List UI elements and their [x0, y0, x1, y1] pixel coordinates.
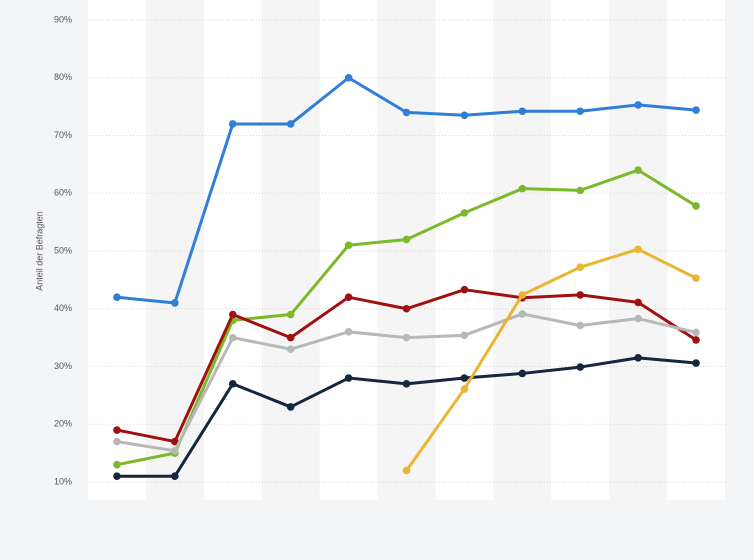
data-point: [113, 426, 121, 434]
column-band: [145, 0, 204, 500]
column-band: [377, 0, 436, 500]
data-point: [402, 108, 411, 117]
data-point: [344, 374, 353, 382]
y-axis-label: Anteil der Befragten: [34, 211, 44, 291]
data-point: [171, 447, 179, 455]
data-point: [286, 345, 295, 353]
data-point: [692, 336, 700, 344]
data-point: [171, 472, 179, 481]
data-point: [402, 235, 411, 244]
data-point: [460, 285, 469, 294]
data-point: [576, 107, 585, 116]
series-line: [405, 247, 697, 472]
y-tick-label: 60%: [54, 188, 72, 198]
data-point: [576, 263, 585, 271]
data-point: [402, 466, 411, 475]
data-point: [518, 369, 527, 378]
data-point: [634, 354, 642, 362]
y-tick-label: 50%: [54, 245, 72, 255]
data-point: [171, 299, 179, 307]
column-band: [493, 0, 552, 500]
data-point: [460, 209, 469, 217]
y-tick-label: 30%: [54, 361, 72, 371]
data-point: [576, 291, 585, 299]
data-point: [460, 331, 469, 340]
y-tick-label: 40%: [54, 303, 72, 313]
data-point: [634, 166, 642, 174]
data-point: [344, 241, 353, 250]
data-point: [402, 304, 411, 313]
data-point: [228, 333, 237, 342]
data-point: [518, 107, 527, 116]
data-point: [228, 380, 237, 388]
data-point: [692, 274, 700, 282]
data-point: [286, 333, 295, 342]
column-band: [261, 0, 320, 500]
data-point: [344, 328, 353, 336]
data-point: [518, 310, 527, 318]
y-tick-label: 90%: [54, 14, 72, 24]
data-point: [344, 73, 353, 82]
data-point: [692, 202, 700, 210]
data-point: [113, 472, 121, 481]
data-point: [402, 333, 411, 342]
data-point: [113, 437, 121, 446]
data-point: [576, 186, 585, 195]
data-point: [634, 298, 642, 307]
y-tick-label: 20%: [54, 419, 72, 429]
data-point: [634, 245, 642, 254]
data-point: [634, 101, 642, 109]
data-point: [113, 460, 121, 469]
data-point: [171, 437, 179, 446]
data-point: [113, 293, 121, 302]
data-point: [286, 310, 295, 319]
data-point: [286, 403, 295, 411]
data-point: [286, 120, 295, 128]
data-point: [460, 374, 469, 382]
data-point: [576, 363, 585, 371]
data-point: [634, 314, 642, 323]
data-point: [460, 111, 469, 120]
y-tick-label: 70%: [54, 130, 72, 140]
data-point: [402, 380, 411, 388]
data-point: [692, 359, 700, 367]
data-point: [344, 293, 353, 302]
y-tick-label: 80%: [54, 72, 72, 82]
data-point: [692, 328, 700, 337]
data-point: [692, 106, 700, 114]
data-point: [518, 291, 527, 299]
data-point: [228, 310, 237, 319]
data-point: [518, 184, 527, 193]
data-point: [460, 385, 469, 393]
data-point: [228, 120, 237, 128]
y-tick-label: 10%: [54, 476, 72, 486]
data-point: [576, 321, 585, 330]
